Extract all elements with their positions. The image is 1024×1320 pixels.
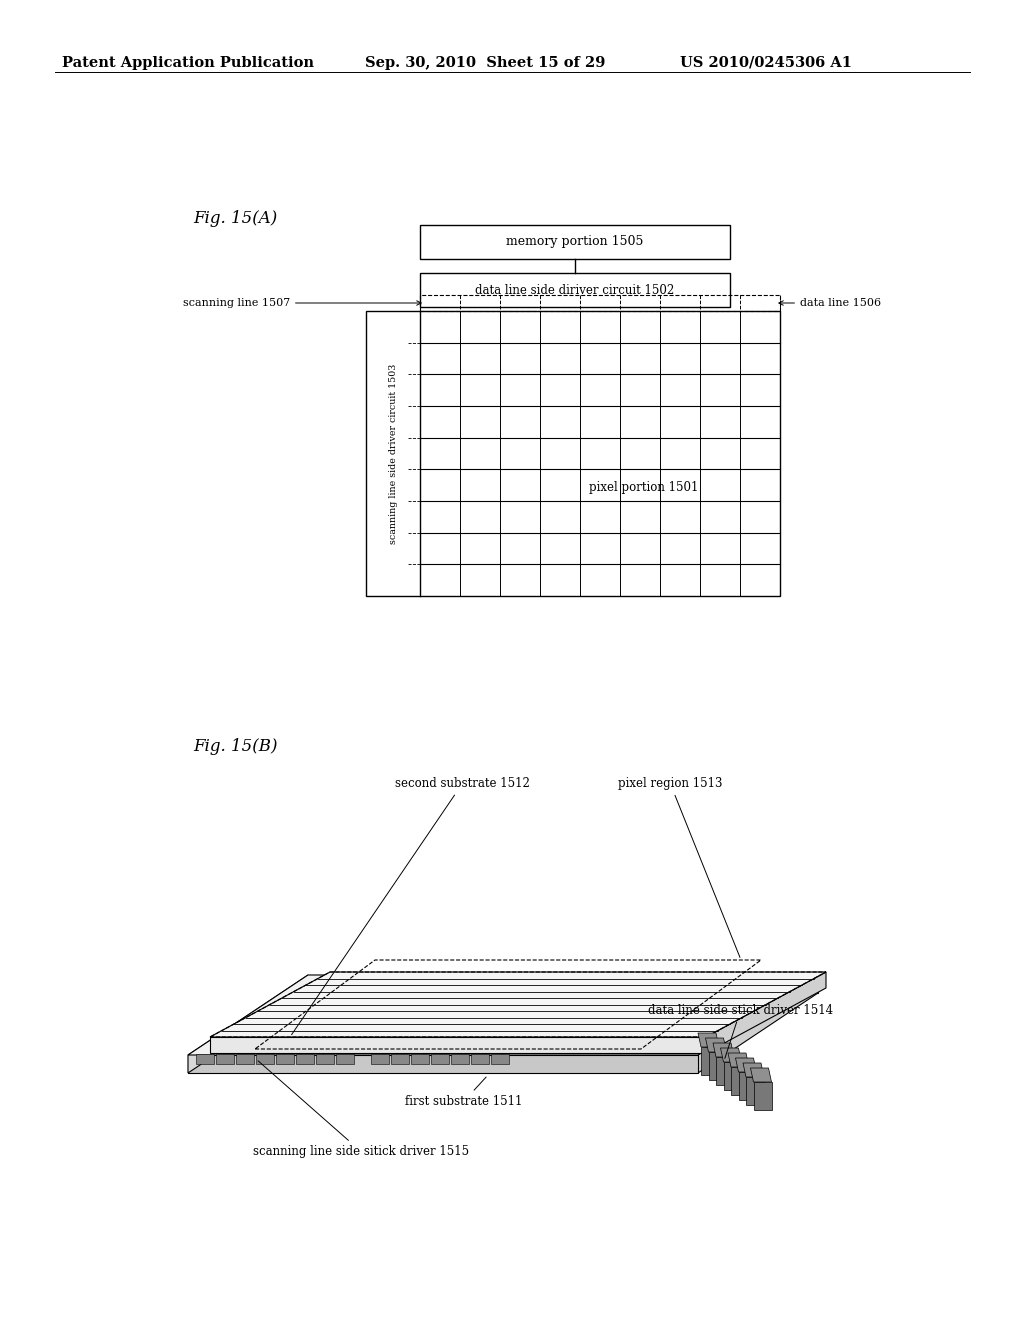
Polygon shape: [709, 1052, 726, 1080]
Text: pixel region 1513: pixel region 1513: [618, 777, 740, 957]
Text: Fig. 15(A): Fig. 15(A): [193, 210, 278, 227]
Polygon shape: [731, 1067, 749, 1096]
Polygon shape: [743, 1063, 764, 1077]
Polygon shape: [713, 1043, 734, 1057]
Polygon shape: [216, 1053, 234, 1064]
Polygon shape: [701, 1047, 719, 1074]
Polygon shape: [451, 1053, 469, 1064]
Polygon shape: [336, 1053, 354, 1064]
Text: scanning line side driver circuit 1503: scanning line side driver circuit 1503: [388, 363, 397, 544]
Polygon shape: [210, 972, 826, 1038]
Polygon shape: [724, 1063, 741, 1090]
Polygon shape: [738, 1072, 757, 1100]
Text: data line side diriver circuit 1502: data line side diriver circuit 1502: [475, 284, 675, 297]
Text: Fig. 15(B): Fig. 15(B): [193, 738, 278, 755]
Text: Sep. 30, 2010  Sheet 15 of 29: Sep. 30, 2010 Sheet 15 of 29: [365, 55, 605, 70]
Polygon shape: [236, 1053, 254, 1064]
Text: scanning line side sitick driver 1515: scanning line side sitick driver 1515: [253, 1061, 469, 1158]
Polygon shape: [276, 1053, 294, 1064]
Text: scanning line 1507: scanning line 1507: [182, 298, 421, 308]
Polygon shape: [490, 1053, 509, 1064]
Text: first substrate 1511: first substrate 1511: [406, 1077, 522, 1107]
Polygon shape: [735, 1059, 757, 1072]
Polygon shape: [371, 1053, 389, 1064]
Text: second substrate 1512: second substrate 1512: [292, 777, 529, 1035]
Polygon shape: [210, 1038, 706, 1053]
Polygon shape: [716, 1057, 734, 1085]
Bar: [420, 224, 730, 259]
Polygon shape: [746, 1077, 764, 1105]
Bar: [420, 294, 780, 312]
Polygon shape: [188, 975, 818, 1055]
Polygon shape: [316, 1053, 334, 1064]
Polygon shape: [728, 1053, 749, 1067]
Polygon shape: [256, 1053, 274, 1064]
Text: US 2010/0245306 A1: US 2010/0245306 A1: [680, 55, 852, 70]
Polygon shape: [391, 1053, 409, 1064]
Polygon shape: [706, 972, 826, 1053]
Polygon shape: [431, 1053, 449, 1064]
Bar: [420, 273, 730, 308]
Polygon shape: [188, 1055, 698, 1073]
Polygon shape: [296, 1053, 314, 1064]
Polygon shape: [706, 1038, 726, 1052]
Polygon shape: [471, 1053, 489, 1064]
Polygon shape: [721, 1048, 741, 1063]
Text: Patent Application Publication: Patent Application Publication: [62, 55, 314, 70]
Bar: [366, 312, 780, 597]
Polygon shape: [188, 975, 308, 1073]
Text: data line side stick driver 1514: data line side stick driver 1514: [648, 1003, 834, 1059]
Polygon shape: [698, 975, 818, 1073]
Text: memory portion 1505: memory portion 1505: [506, 235, 644, 248]
Polygon shape: [754, 1082, 771, 1110]
Polygon shape: [698, 1034, 719, 1047]
Polygon shape: [308, 975, 818, 993]
Text: data line 1506: data line 1506: [779, 298, 881, 308]
Polygon shape: [196, 1053, 214, 1064]
Polygon shape: [411, 1053, 429, 1064]
Polygon shape: [751, 1068, 771, 1082]
Text: pixel portion 1501: pixel portion 1501: [589, 482, 698, 494]
